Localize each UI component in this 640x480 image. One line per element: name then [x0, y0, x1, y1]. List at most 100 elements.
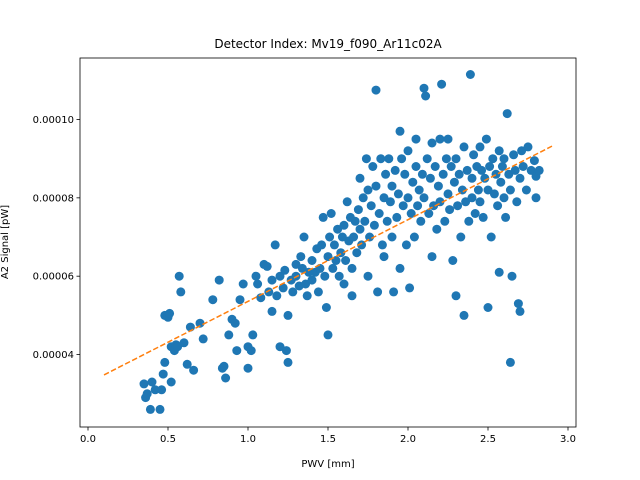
data-point [232, 346, 242, 356]
data-point [361, 154, 371, 164]
data-point [531, 193, 541, 203]
fit-layer [103, 145, 553, 376]
data-point [523, 142, 533, 152]
data-point [486, 232, 496, 242]
y-axis: 0.00004 0.00006 0.00008 0.00010 [33, 115, 80, 361]
data-point [214, 275, 224, 285]
data-point [267, 306, 277, 316]
data-point [160, 357, 170, 367]
data-point [515, 306, 525, 316]
data-point [291, 259, 301, 269]
data-point [505, 357, 515, 367]
data-point [475, 142, 485, 152]
data-point [318, 212, 328, 222]
data-point [389, 287, 399, 297]
data-point [283, 310, 293, 320]
data-point [366, 201, 376, 211]
data-point [147, 377, 157, 387]
data-point [353, 205, 363, 215]
data-point [496, 177, 506, 187]
data-point [350, 216, 360, 226]
data-point [339, 220, 349, 230]
data-point [443, 189, 453, 199]
data-point [478, 212, 488, 222]
data-point [435, 134, 445, 144]
data-point [437, 79, 447, 89]
data-point [507, 271, 517, 281]
data-point [221, 373, 231, 383]
data-point [182, 359, 192, 369]
data-point [395, 263, 405, 273]
data-point [256, 293, 266, 303]
data-point [272, 291, 282, 301]
data-point [235, 295, 245, 305]
x-tick-label: 2.5 [480, 434, 496, 445]
data-point [419, 193, 429, 203]
data-point [416, 216, 426, 226]
data-point [176, 287, 186, 297]
data-point [381, 169, 391, 179]
x-tick-label: 3.0 [560, 434, 576, 445]
data-point [465, 70, 475, 79]
data-point [328, 263, 338, 273]
data-point [446, 162, 456, 171]
data-point [462, 165, 472, 175]
data-point [267, 275, 277, 285]
data-point [385, 197, 395, 207]
data-point [320, 271, 330, 281]
data-point [475, 197, 485, 207]
data-point [427, 252, 437, 262]
data-point [139, 379, 149, 389]
y-tick-label: 0.00004 [33, 350, 74, 361]
data-point [512, 197, 522, 207]
data-point [376, 154, 386, 164]
data-point [379, 252, 389, 262]
data-point [430, 162, 440, 171]
data-point [451, 291, 461, 301]
data-point [488, 154, 498, 164]
data-point [393, 189, 403, 199]
data-point [373, 287, 383, 297]
data-point [299, 232, 309, 242]
data-point [499, 154, 509, 164]
data-point [398, 201, 408, 211]
data-point [377, 240, 387, 250]
x-tick-label: 2.0 [400, 434, 416, 445]
data-point [510, 165, 520, 175]
data-point [529, 156, 539, 166]
x-tick-label: 0.5 [160, 434, 176, 445]
data-point [405, 283, 415, 293]
data-point [368, 162, 378, 171]
data-point [497, 162, 507, 171]
data-point [270, 240, 280, 250]
x-tick-label: 0.0 [80, 434, 96, 445]
data-point [470, 209, 480, 218]
data-point [491, 169, 501, 179]
data-point [358, 193, 368, 203]
data-point [459, 310, 469, 320]
y-tick-label: 0.00006 [33, 272, 74, 283]
y-tick-label: 0.00008 [33, 193, 74, 204]
data-point [432, 224, 442, 234]
data-point [304, 267, 314, 277]
data-point [262, 261, 272, 271]
x-tick-label: 1.0 [240, 434, 256, 445]
data-point [382, 216, 392, 226]
data-point [142, 389, 152, 399]
data-point [342, 197, 352, 207]
data-point [157, 385, 167, 395]
data-point [403, 193, 413, 203]
data-point [459, 142, 469, 152]
data-point [246, 346, 256, 356]
data-point [281, 346, 291, 356]
data-point [480, 173, 490, 183]
data-point [499, 193, 509, 203]
data-point [387, 232, 397, 242]
data-point [313, 287, 323, 297]
data-point [347, 263, 357, 273]
data-point [317, 240, 327, 250]
data-point [467, 173, 477, 183]
data-point [440, 216, 450, 226]
data-point [521, 185, 531, 195]
